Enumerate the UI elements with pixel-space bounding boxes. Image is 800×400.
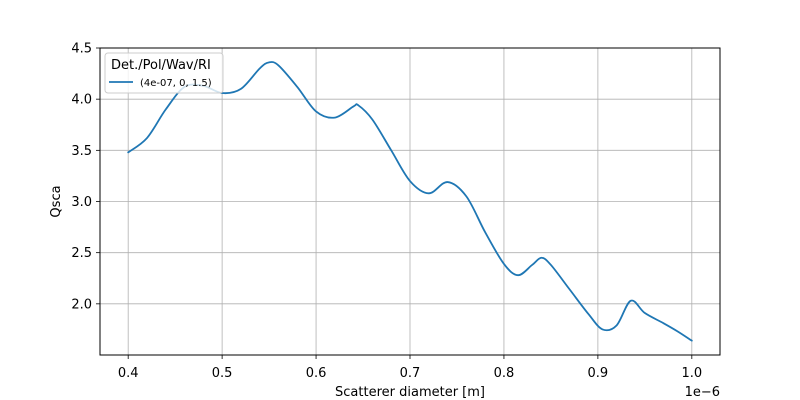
x-tick-label: 0.5 [212,366,233,381]
x-tick-label: 0.9 [588,366,609,381]
x-axis: 0.4 0.5 0.6 0.7 0.8 0.9 1.0 [118,355,702,381]
x-tick-label: 0.6 [306,366,327,381]
series-line [127,61,693,342]
y-tick-label: 2.5 [71,246,92,261]
legend: Det./Pol/Wav/RI (4e-07, 0, 1.5) [104,52,224,94]
grid [100,47,720,355]
y-tick-label: 3.5 [71,144,92,159]
x-tick-label: 0.4 [118,366,139,381]
x-axis-label: Scatterer diameter [m] [335,385,485,400]
y-axis: 2.0 2.5 3.0 3.5 4.0 4.5 [71,42,100,312]
y-tick-label: 4.5 [71,42,92,57]
y-tick-label: 3.0 [71,195,92,210]
legend-box [104,52,224,94]
x-tick-label: 0.8 [494,366,515,381]
y-tick-label: 4.0 [71,93,92,108]
x-tick-label: 1.0 [681,366,702,381]
y-tick-label: 2.0 [71,297,92,312]
y-axis-label: Qsca [49,185,64,217]
x-tick-label: 0.7 [400,366,421,381]
x-offset-label: 1e−6 [685,385,720,400]
legend-entry-label: (4e-07, 0, 1.5) [140,78,212,89]
legend-title: Det./Pol/Wav/RI [111,58,211,73]
series-layer [127,61,693,342]
